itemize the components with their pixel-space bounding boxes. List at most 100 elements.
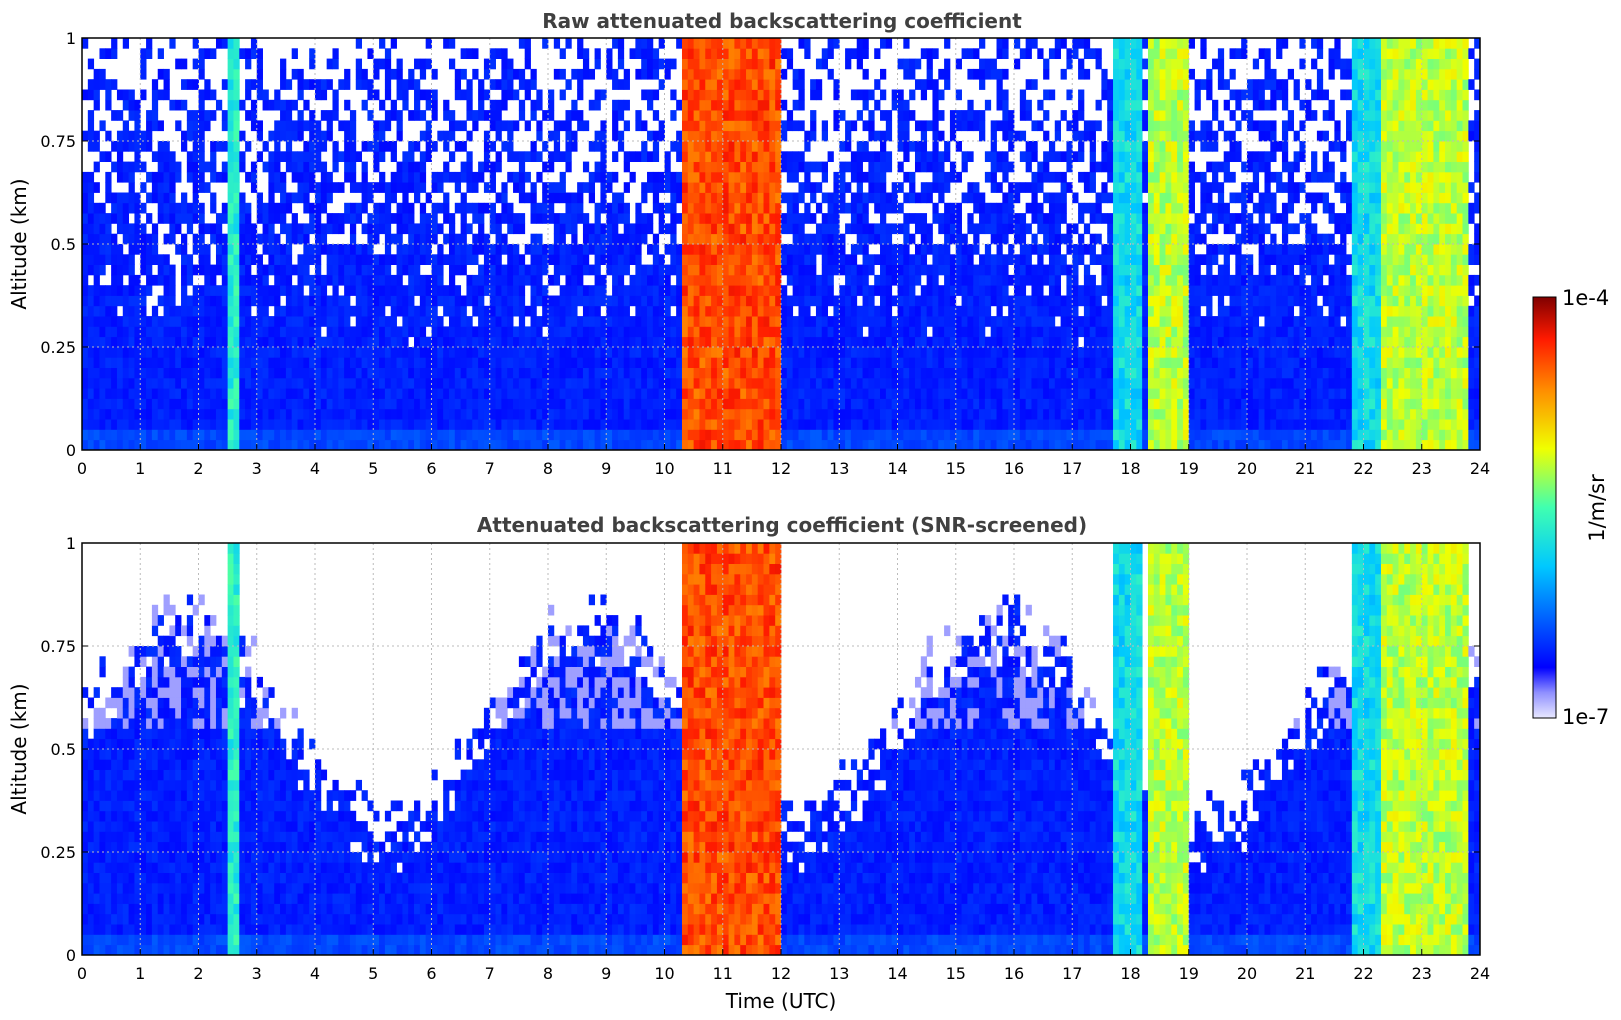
- panel-raw-cell: [355, 408, 363, 420]
- panel-raw-cell: [792, 223, 799, 235]
- panel-raw-cell: [559, 326, 566, 338]
- panel-raw-cell: [192, 357, 199, 368]
- panel-raw-cell: [909, 254, 916, 265]
- panel-raw-cell: [676, 264, 683, 276]
- panel-raw-cell: [507, 264, 514, 276]
- panel-raw-cell: [792, 336, 799, 348]
- panel-raw-cell: [629, 398, 636, 410]
- panel-raw-cell: [757, 316, 764, 327]
- panel-raw-cell: [355, 254, 363, 265]
- panel-raw-cell: [839, 377, 846, 389]
- panel-raw-cell: [466, 316, 473, 327]
- panel-raw-cell: [396, 89, 403, 101]
- panel-raw-cell: [344, 388, 351, 399]
- panel-raw-cell: [955, 398, 962, 410]
- panel-raw-cell: [984, 68, 992, 80]
- panel-raw-cell: [984, 429, 992, 441]
- panel-raw-cell: [734, 120, 741, 132]
- panel-raw-cell: [885, 408, 893, 420]
- panel-raw-cell: [140, 377, 147, 389]
- panel-raw-cell: [338, 388, 345, 399]
- panel-raw-cell: [565, 213, 572, 224]
- panel-raw-cell: [623, 202, 630, 214]
- panel-raw-cell: [920, 48, 928, 59]
- panel-raw-cell: [233, 99, 240, 111]
- panel-raw-cell: [588, 141, 596, 152]
- panel-raw-cell: [536, 347, 543, 358]
- panel-raw-cell: [425, 439, 432, 451]
- panel-raw-cell: [606, 367, 613, 379]
- panel-raw-cell: [979, 285, 986, 296]
- panel-raw-cell: [274, 326, 281, 338]
- panel-raw-cell: [647, 429, 654, 441]
- panel-raw-cell: [652, 357, 660, 368]
- panel-raw-cell: [507, 130, 514, 142]
- panel-raw-cell: [693, 388, 700, 399]
- panel-raw-cell: [1014, 357, 1021, 368]
- panel-raw-cell: [606, 48, 613, 59]
- panel-raw-cell: [111, 336, 118, 348]
- panel-raw-cell: [384, 192, 392, 204]
- panel-raw-cell: [483, 264, 491, 276]
- panel-raw-cell: [955, 439, 962, 451]
- panel-raw-cell: [670, 202, 677, 214]
- panel-raw-cell: [815, 336, 823, 348]
- panel-raw-cell: [87, 429, 95, 441]
- panel-raw-cell: [693, 408, 700, 420]
- panel-raw-cell: [379, 357, 386, 368]
- panel-raw-cell: [763, 439, 770, 451]
- panel-raw-cell: [425, 99, 432, 111]
- panel-raw-cell: [437, 419, 444, 430]
- panel-raw-cell: [880, 388, 887, 399]
- panel-raw-cell: [792, 419, 799, 430]
- panel-raw-cell: [169, 357, 176, 368]
- panel-raw-cell: [215, 357, 223, 368]
- panel-raw-cell: [414, 89, 421, 101]
- panel-raw-cell: [419, 274, 427, 286]
- panel-raw-cell: [944, 202, 951, 214]
- panel-raw-cell: [332, 213, 339, 224]
- panel-raw-cell: [1002, 408, 1009, 420]
- panel-raw-cell: [256, 233, 263, 245]
- panel-raw-cell: [647, 326, 654, 338]
- panel-raw-cell: [862, 141, 869, 152]
- panel-raw-cell: [571, 305, 578, 317]
- panel-raw-cell: [268, 316, 275, 327]
- panel-raw-cell: [874, 171, 881, 183]
- panel-raw-cell: [687, 182, 695, 193]
- panel-raw-cell: [134, 429, 141, 441]
- panel-raw-cell: [775, 419, 782, 430]
- panel-raw-cell: [513, 305, 520, 317]
- panel-raw-cell: [1008, 367, 1015, 379]
- panel-raw-cell: [181, 336, 188, 348]
- panel-raw-cell: [612, 264, 619, 276]
- panel-raw-cell: [815, 274, 823, 286]
- panel-raw-cell: [728, 398, 735, 410]
- panel-raw-cell: [920, 295, 928, 307]
- panel-raw-cell: [466, 336, 473, 348]
- panel-raw-cell: [134, 130, 141, 142]
- panel-raw-cell: [565, 141, 572, 152]
- panel-raw-cell: [914, 223, 922, 235]
- panel-raw-cell: [250, 254, 258, 265]
- panel-raw-cell: [291, 161, 298, 173]
- panel-raw-cell: [285, 388, 293, 399]
- panel-raw-cell: [938, 223, 945, 235]
- panel-raw-cell: [792, 151, 799, 162]
- panel-raw-cell: [786, 398, 794, 410]
- panel-raw-cell: [775, 213, 782, 224]
- panel-raw-cell: [588, 233, 596, 245]
- panel-raw-cell: [577, 419, 584, 430]
- panel-raw-cell: [565, 367, 572, 379]
- panel-raw-cell: [944, 347, 951, 358]
- panel-raw-cell: [151, 192, 159, 204]
- panel-raw-cell: [542, 336, 549, 348]
- panel-raw-cell: [105, 89, 112, 101]
- panel-raw-cell: [693, 254, 700, 265]
- panel-raw-cell: [181, 388, 188, 399]
- panel-raw-cell: [629, 326, 636, 338]
- panel-raw-cell: [349, 274, 357, 286]
- panel-raw-cell: [582, 285, 590, 296]
- panel-raw-cell: [291, 367, 298, 379]
- panel-raw-cell: [443, 99, 450, 111]
